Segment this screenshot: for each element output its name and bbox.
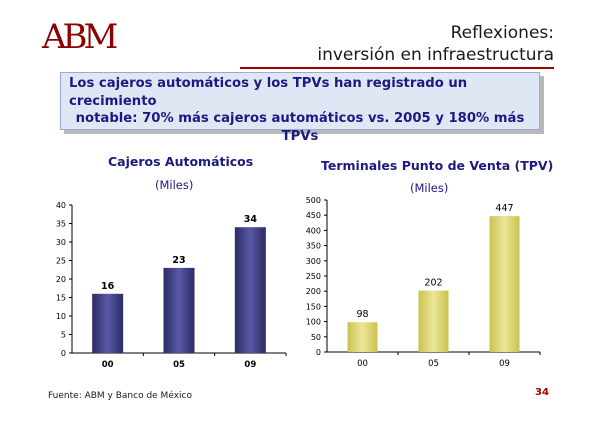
abm-logo: ABM — [42, 14, 122, 60]
chart2-title: Terminales Punto de Venta (TPV) — [321, 158, 554, 173]
pos-y-tick-label: 300 — [306, 257, 321, 266]
callout-box: Los cajeros automáticos y los TPVs han r… — [60, 72, 540, 144]
atm-x-tick-label: 00 — [102, 360, 114, 370]
atm-y-tick-label: 35 — [56, 220, 66, 229]
pos-y-tick-label: 150 — [306, 302, 321, 311]
atm-data-label: 34 — [244, 214, 258, 225]
pos-data-label: 98 — [356, 309, 368, 320]
atm-y-tick-label: 20 — [56, 275, 66, 284]
atm-x-tick-label: 09 — [244, 360, 256, 370]
pos-y-tick-label: 250 — [306, 272, 321, 281]
pos-y-tick-label: 100 — [306, 318, 321, 327]
pos-y-tick-label: 400 — [306, 226, 321, 235]
atm-bar — [92, 293, 124, 353]
pos-x-tick-label: 00 — [357, 359, 368, 369]
title-divider — [240, 67, 554, 69]
slide-title: Reflexiones: inversión en infraestructur… — [317, 22, 554, 66]
pos-bar — [347, 322, 378, 352]
pos-y-tick-label: 450 — [306, 211, 321, 220]
atm-y-tick-label: 0 — [61, 349, 66, 358]
pos-y-tick-label: 50 — [311, 333, 321, 342]
atm-y-tick-label: 40 — [56, 201, 66, 210]
pos-y-tick-label: 350 — [306, 242, 321, 251]
pos-y-tick-label: 500 — [306, 196, 321, 205]
callout-line-2: notable: 70% más cajeros automáticos vs.… — [75, 111, 525, 126]
chart2-subtitle: (Miles) — [410, 181, 449, 195]
pos-bar — [489, 216, 520, 352]
page-number: 34 — [535, 387, 549, 398]
pos-y-tick-label: 0 — [316, 348, 321, 357]
atm-data-label: 23 — [172, 255, 185, 266]
pos-bar — [418, 290, 449, 352]
callout-line-1: Los cajeros automáticos y los TPVs han r… — [69, 76, 468, 109]
logo-text: ABM — [42, 17, 118, 57]
atm-bar — [163, 267, 195, 353]
source-note: Fuente: ABM y Banco de México — [48, 391, 192, 401]
pos-y-tick-label: 200 — [306, 287, 321, 296]
atm-y-tick-label: 5 — [61, 331, 66, 340]
atm-bar — [234, 227, 266, 353]
pos-x-tick-label: 09 — [499, 359, 510, 369]
pos-data-label: 447 — [495, 203, 513, 214]
title-line-1: Reflexiones: — [450, 23, 554, 43]
pos-data-label: 202 — [424, 278, 442, 289]
pos-x-tick-label: 05 — [428, 359, 439, 369]
chart1-subtitle: (Miles) — [155, 178, 194, 192]
atm-y-tick-label: 15 — [56, 294, 66, 303]
atm-y-tick-label: 10 — [56, 312, 66, 321]
atm-y-tick-label: 25 — [56, 257, 66, 266]
atm-y-tick-label: 30 — [56, 238, 66, 247]
title-line-2: inversión en infraestructura — [317, 45, 554, 65]
chart1-title: Cajeros Automáticos — [108, 154, 254, 169]
atm-data-label: 16 — [101, 281, 115, 292]
callout-line-3: TPVs — [281, 128, 319, 144]
atm-x-tick-label: 05 — [173, 360, 185, 370]
